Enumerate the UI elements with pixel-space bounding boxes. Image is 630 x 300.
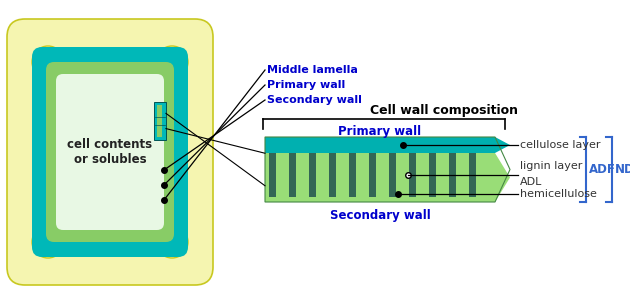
Polygon shape [265, 153, 510, 202]
Ellipse shape [32, 226, 64, 258]
Text: Middle lamella: Middle lamella [267, 65, 358, 75]
Bar [409, 153, 416, 197]
Bar [289, 153, 296, 197]
Text: Cell wall composition: Cell wall composition [370, 104, 518, 117]
Ellipse shape [32, 46, 64, 78]
Text: hemicellulose: hemicellulose [520, 189, 597, 199]
Text: Primary wall: Primary wall [338, 125, 421, 139]
FancyBboxPatch shape [56, 74, 164, 230]
Bar [349, 153, 356, 197]
Bar [309, 153, 316, 197]
Bar [449, 153, 456, 197]
FancyBboxPatch shape [7, 19, 213, 285]
Text: Primary wall: Primary wall [267, 80, 345, 90]
Bar [154, 102, 166, 140]
Text: cell contents
or solubles: cell contents or solubles [67, 138, 152, 166]
Bar [157, 105, 162, 137]
Bar [369, 153, 376, 197]
Bar [329, 153, 336, 197]
Ellipse shape [156, 46, 188, 78]
Text: Secondary wall: Secondary wall [329, 209, 430, 223]
Bar [389, 153, 396, 197]
Text: ADL: ADL [520, 177, 542, 187]
Bar [429, 153, 436, 197]
Text: NDF: NDF [615, 163, 630, 176]
Text: Secondary wall: Secondary wall [267, 95, 362, 105]
Text: ADF: ADF [589, 163, 616, 176]
Text: lignin layer: lignin layer [520, 161, 582, 171]
FancyBboxPatch shape [46, 62, 174, 242]
Text: cellulose layer: cellulose layer [520, 140, 600, 150]
Ellipse shape [156, 226, 188, 258]
Polygon shape [265, 137, 510, 153]
FancyBboxPatch shape [32, 47, 188, 257]
Bar [469, 153, 476, 197]
Bar [269, 153, 276, 197]
